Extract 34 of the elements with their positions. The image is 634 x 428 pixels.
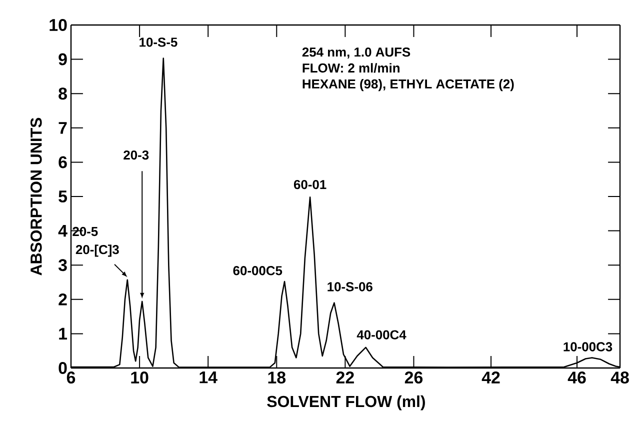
- annotation: 10-S-5: [140, 38, 178, 47]
- y-tick-label: 8: [58, 88, 67, 100]
- x-tick-label: 18: [268, 372, 286, 384]
- x-tick-label: 22: [336, 372, 354, 384]
- y-tick-label: 10: [50, 19, 67, 31]
- annotation: 10-S-06: [328, 282, 372, 292]
- annotation: 20-3: [124, 150, 149, 160]
- annotation: 20-5: [72, 226, 98, 236]
- y-tick-label: 5: [58, 190, 68, 202]
- y-tick-label: 7: [58, 122, 67, 134]
- x-tick-label: 14: [200, 372, 218, 384]
- annotation: 60-01: [294, 180, 326, 190]
- x-tick-label: 42: [482, 372, 500, 384]
- annotation: FLOW: 2 ml/min: [302, 63, 400, 73]
- y-tick-label: 0: [58, 362, 67, 374]
- annotation: 20-[C]3: [76, 244, 119, 257]
- y-tick-label: 6: [58, 156, 67, 168]
- x-tick-label: 26: [404, 372, 423, 384]
- annotation: 40-00C4: [356, 330, 406, 340]
- y-tick-label: 9: [58, 53, 67, 66]
- y-axis-title: ABSORPTION UNITS: [30, 118, 42, 276]
- annotation: 254 nm, 1.0 AUFS: [302, 47, 410, 59]
- annotation: 60-00C5: [233, 266, 282, 276]
- x-tick-label: 10: [131, 372, 148, 384]
- y-tick-label: 1: [59, 328, 68, 340]
- y-tick-label: 2: [58, 293, 67, 306]
- annotation: HEXANE (98), ETHYL ACETATE (2): [302, 79, 514, 92]
- x-tick-label: 46: [568, 372, 586, 384]
- x-tick-label: 6: [66, 372, 76, 384]
- y-tick-label: 3: [58, 259, 67, 272]
- x-axis-title: SOLVENT FLOW (ml): [267, 395, 425, 410]
- y-tick-label: 4: [58, 224, 68, 237]
- x-tick-label: 48: [610, 372, 629, 384]
- annotation: 10-00C3: [564, 342, 612, 352]
